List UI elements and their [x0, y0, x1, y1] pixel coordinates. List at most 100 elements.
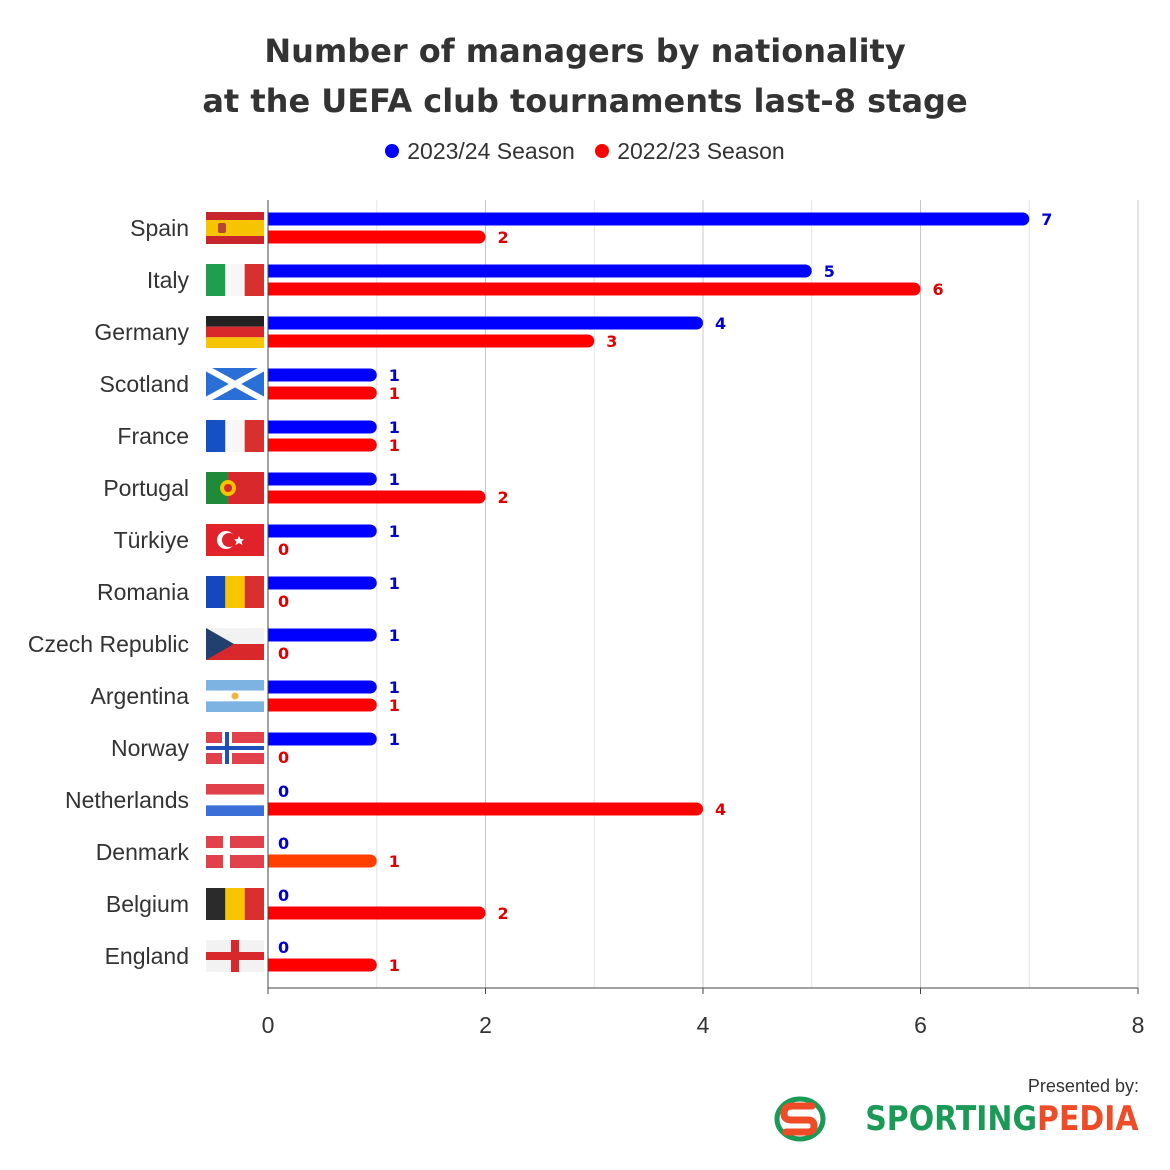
legend: 2023/24 Season 2022/23 Season: [0, 138, 1170, 165]
flag-part: [206, 420, 226, 452]
flag-part: [244, 420, 264, 452]
legend-item-2022-23[interactable]: 2022/23 Season: [595, 138, 785, 165]
bar-base: [268, 958, 281, 972]
flag-part: [206, 337, 264, 348]
turkiye-flag: [206, 524, 264, 556]
bar-base: [268, 230, 281, 244]
data-label: 4: [715, 800, 726, 819]
bar: [268, 628, 377, 642]
flag-part: [206, 316, 264, 327]
data-label: 0: [278, 938, 289, 957]
flag-part: [225, 420, 245, 452]
bar: [268, 958, 377, 972]
category-label: France: [117, 423, 189, 449]
flag-emblem: [224, 484, 233, 492]
category-label: Türkiye: [114, 527, 189, 553]
flag-emblem: [218, 223, 226, 233]
flag-part: [206, 794, 264, 806]
bar: [268, 386, 377, 400]
data-label: 6: [933, 280, 944, 299]
bar-base: [268, 802, 281, 816]
category-label: Spain: [130, 215, 189, 241]
category-label: England: [105, 943, 189, 969]
romania-flag: [206, 576, 264, 608]
flag-part: [244, 264, 264, 296]
germany-flag: [206, 316, 264, 348]
x-tick-label: 0: [262, 1012, 275, 1038]
grid-lines: [376, 200, 1139, 988]
chart-title-line-2: at the UEFA club tournaments last-8 stag…: [202, 82, 968, 120]
england-flag: [206, 940, 264, 972]
data-label: 0: [278, 834, 289, 853]
bar: [268, 230, 486, 244]
bar: [268, 680, 377, 694]
bar: [268, 490, 486, 504]
presented-by: Presented by:: [1027, 1076, 1139, 1096]
bar: [268, 854, 377, 868]
bar-base: [268, 698, 281, 712]
flag-part: [225, 576, 245, 608]
bar-base: [268, 628, 281, 642]
flag-crescent: [222, 533, 236, 547]
bar: [268, 906, 486, 920]
category-label: Denmark: [96, 839, 190, 865]
spain-flag: [206, 212, 264, 244]
category-label: Netherlands: [65, 787, 189, 813]
category-label: Romania: [97, 579, 189, 605]
legend-item-2023-24[interactable]: 2023/24 Season: [385, 138, 575, 165]
flag-part: [206, 888, 226, 920]
bar-base: [268, 680, 281, 694]
data-label: 1: [389, 852, 400, 871]
brand-name-part-1: SPORTING: [865, 1099, 1038, 1139]
flag-part: [206, 680, 264, 691]
bar-base: [268, 420, 281, 434]
bar-base: [268, 472, 281, 486]
bar: [268, 282, 921, 296]
flag-part: [244, 576, 264, 608]
data-label: 0: [278, 748, 289, 767]
flag-part: [206, 784, 264, 795]
bar: [268, 368, 377, 382]
netherlands-flag: [206, 784, 264, 816]
flag-part: [225, 888, 245, 920]
data-label: 2: [498, 488, 509, 507]
bar: [268, 334, 595, 348]
data-label: 0: [278, 886, 289, 905]
data-label: 1: [389, 522, 400, 541]
flag-sun: [231, 692, 239, 700]
flag-part: [244, 888, 264, 920]
legend-dot-2022-23: [595, 144, 610, 158]
data-label: 1: [389, 418, 400, 437]
denmark-flag: [206, 836, 264, 868]
flag-part: [206, 952, 264, 960]
flag-star: [234, 536, 244, 545]
data-label: 2: [498, 228, 509, 247]
bar-base: [268, 212, 281, 226]
data-label: 1: [389, 730, 400, 749]
category-label: Norway: [111, 735, 189, 761]
bar: [268, 420, 377, 434]
data-label: 0: [278, 782, 289, 801]
flag-triangle: [206, 628, 234, 660]
flag-part: [225, 264, 245, 296]
brand-logo[interactable]: SPORTINGPEDIA: [774, 1096, 1139, 1142]
bar-base: [268, 438, 281, 452]
bar: [268, 316, 703, 330]
belgium-flag: [206, 888, 264, 920]
flag-part: [206, 220, 264, 236]
bar-base: [268, 386, 281, 400]
data-label: 0: [278, 644, 289, 663]
flag-part: [206, 472, 229, 504]
flags: [204, 212, 266, 972]
bar-base: [268, 264, 281, 278]
bar: [268, 472, 377, 486]
sportingpedia-logo-icon: [774, 1096, 826, 1142]
bar-base: [268, 906, 281, 920]
legend-dot-2023-24: [385, 144, 400, 158]
chart-title: Number of managers by nationality at the…: [0, 26, 1170, 126]
bar: [268, 212, 1030, 226]
x-tick-label: 8: [1132, 1012, 1145, 1038]
bar-base: [268, 854, 281, 868]
data-label: 7: [1041, 210, 1052, 229]
